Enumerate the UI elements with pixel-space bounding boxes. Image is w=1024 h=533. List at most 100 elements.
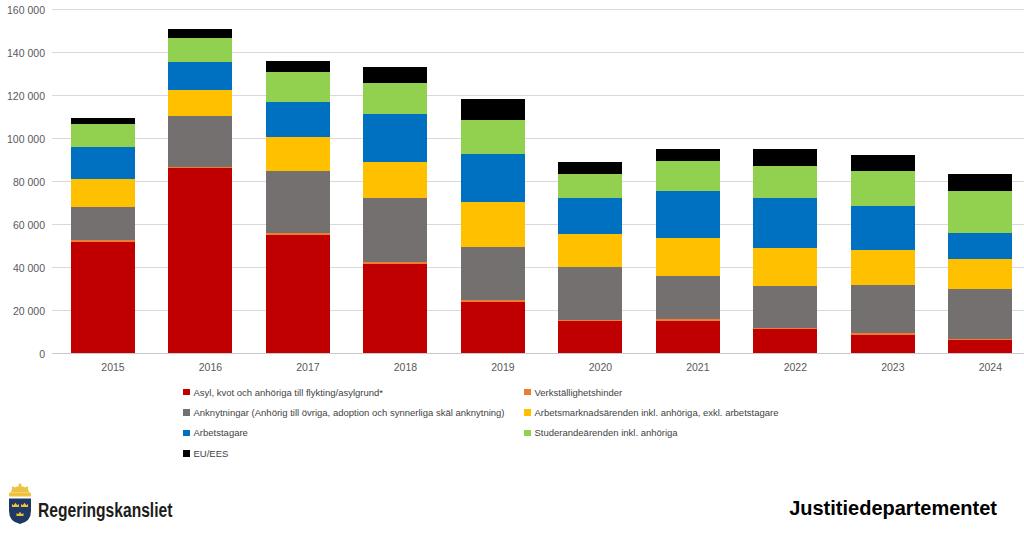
bar-segment <box>71 179 135 207</box>
legend-swatch-icon <box>524 389 531 396</box>
bar-segment <box>168 90 232 116</box>
bar-segment <box>656 161 720 190</box>
chart-legend: Asyl, kvot och anhöriga till flykting/as… <box>183 382 778 464</box>
bar-segment <box>168 168 232 353</box>
legend-item: Asyl, kvot och anhöriga till flykting/as… <box>183 382 524 402</box>
bar-segment <box>266 61 330 72</box>
legend-label: Asyl, kvot och anhöriga till flykting/as… <box>194 387 384 398</box>
bar-segment <box>753 149 817 166</box>
bar-2024 <box>948 174 1012 353</box>
legend-swatch-icon <box>183 409 190 416</box>
y-axis-tick-label: 40 000 <box>0 262 45 274</box>
bar-segment <box>71 124 135 147</box>
organization-name: Regeringskansliet <box>38 499 172 522</box>
bar-segment <box>656 321 720 353</box>
bar-segment <box>851 285 915 333</box>
bar-segment <box>363 162 427 199</box>
bar-segment <box>753 198 817 248</box>
gridline <box>52 9 1024 10</box>
legend-swatch-icon <box>183 389 190 396</box>
chart-page: 0 20 000 40 000 60 000 80 000 100 000 120 000 1… <box>0 0 1024 533</box>
bar-segment <box>266 72 330 102</box>
bar-segment <box>558 162 622 174</box>
x-axis-tick-label: 2020 <box>552 361 649 373</box>
bar-segment <box>266 171 330 233</box>
bar-segment <box>461 302 525 353</box>
bar-segment <box>558 267 622 319</box>
bar-2023 <box>851 155 915 353</box>
bar-segment <box>558 234 622 267</box>
bar-segment <box>948 289 1012 339</box>
bar-2015 <box>71 118 135 353</box>
legend-label: Verkställighetshinder <box>535 387 623 398</box>
bar-2018 <box>363 67 427 353</box>
x-axis-line <box>52 353 1024 354</box>
bar-segment <box>363 198 427 261</box>
legend-label: Studerandeärenden inkl. anhöriga <box>535 427 678 438</box>
legend-swatch-icon <box>183 450 190 457</box>
bar-segment <box>168 38 232 62</box>
bar-segment <box>461 154 525 202</box>
legend-item: Anknytningar (Anhörig till övriga, adopt… <box>183 402 524 422</box>
bar-segment <box>948 191 1012 233</box>
legend-item: Arbetsmarknadsärenden inkl. anhöriga, ex… <box>524 402 778 422</box>
bar-segment <box>851 335 915 353</box>
x-axis-tick-label: 2024 <box>942 361 1024 373</box>
bar-2022 <box>753 149 817 353</box>
legend-item: Verkställighetshinder <box>524 382 778 402</box>
legend-swatch-icon <box>524 409 531 416</box>
bar-segment <box>363 114 427 162</box>
legend-label: Arbetstagare <box>194 427 248 438</box>
bar-2020 <box>558 162 622 353</box>
bar-segment <box>851 206 915 250</box>
bar-segment <box>363 264 427 353</box>
bar-2017 <box>266 61 330 353</box>
x-axis-tick-label: 2017 <box>259 361 356 373</box>
y-axis-tick-label: 20 000 <box>0 305 45 317</box>
bar-segment <box>266 137 330 171</box>
y-axis-tick-label: 60 000 <box>0 219 45 231</box>
bar-segment <box>71 207 135 240</box>
x-axis-tick-label: 2016 <box>162 361 259 373</box>
x-axis-tick-label: 2018 <box>357 361 454 373</box>
bar-segment <box>851 171 915 206</box>
bar-segment <box>656 191 720 238</box>
bar-segment <box>461 202 525 246</box>
bar-segment <box>461 247 525 300</box>
bar-segment <box>71 242 135 353</box>
bar-segment <box>461 99 525 120</box>
bar-segment <box>656 276 720 319</box>
x-axis-tick-label: 2015 <box>64 361 161 373</box>
legend-label: EU/EES <box>194 448 229 459</box>
bar-segment <box>266 235 330 353</box>
department-name: Justitiedepartementet <box>789 497 997 520</box>
y-axis-tick-label: 100 000 <box>0 133 45 145</box>
bar-segment <box>948 174 1012 192</box>
bar-segment <box>363 67 427 83</box>
legend-item: Arbetstagare <box>183 423 524 443</box>
y-axis-tick-label: 80 000 <box>0 176 45 188</box>
legend-item: Studerandeärenden inkl. anhöriga <box>524 423 778 443</box>
bar-2019 <box>461 99 525 353</box>
bar-segment <box>948 259 1012 289</box>
bar-segment <box>656 238 720 276</box>
bar-segment <box>656 149 720 161</box>
x-axis-tick-label: 2022 <box>747 361 844 373</box>
bar-2021 <box>656 149 720 353</box>
y-axis-tick-label: 140 000 <box>0 47 45 59</box>
x-axis-tick-label: 2023 <box>844 361 941 373</box>
y-axis-tick-label: 160 000 <box>0 4 45 16</box>
bar-2016 <box>168 29 232 353</box>
bar-segment <box>753 286 817 328</box>
bar-segment <box>948 233 1012 259</box>
y-axis-tick-label: 0 <box>0 348 45 360</box>
bar-segment <box>558 174 622 198</box>
bar-segment <box>753 329 817 353</box>
bar-segment <box>363 83 427 114</box>
x-axis-tick-label: 2019 <box>454 361 551 373</box>
bar-segment <box>851 250 915 284</box>
legend-label: Arbetsmarknadsärenden inkl. anhöriga, ex… <box>535 407 779 418</box>
bar-segment <box>266 102 330 137</box>
legend-item: EU/EES <box>183 443 524 463</box>
y-axis-tick-label: 120 000 <box>0 90 45 102</box>
